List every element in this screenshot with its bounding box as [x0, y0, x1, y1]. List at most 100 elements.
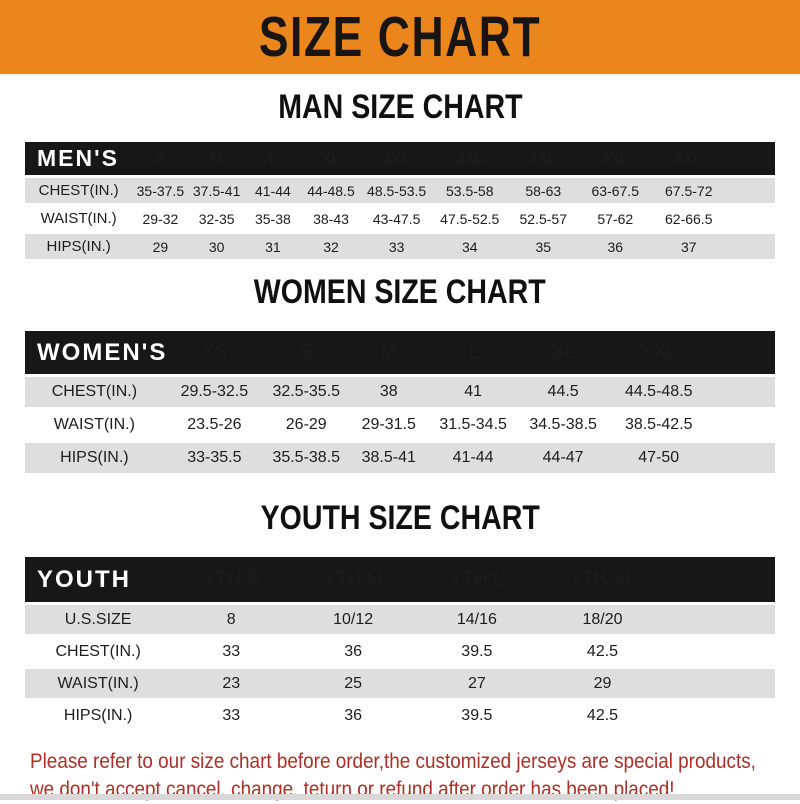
table-cell: 44.5-48.5	[624, 383, 693, 400]
row-label: U.S.SIZE	[64, 610, 132, 628]
table-cell: 27	[467, 674, 486, 692]
table-cell: 58-63	[525, 182, 562, 199]
table-cell: 38.5-42.5	[624, 416, 693, 433]
table-header-label: WOMEN'S	[37, 338, 168, 366]
row-label: HIPS(IN.)	[46, 238, 111, 255]
table-cell: 42.5	[586, 706, 619, 724]
column-header: S	[299, 341, 313, 363]
table-cell: 41-44	[452, 449, 494, 466]
table-cell: 47-50	[638, 449, 680, 466]
table-cell: 33-35.5	[187, 449, 242, 466]
table-cell: 36	[607, 238, 624, 255]
youth-section-title-text: YOUTH SIZE CHART	[260, 499, 540, 537]
table-cell: 23	[222, 674, 241, 692]
table-cell: 36	[344, 642, 363, 660]
table-cell: 39.5	[461, 706, 493, 724]
table-cell: 14/16	[456, 610, 497, 628]
table-header-label: YOUTH	[37, 565, 131, 593]
table-cell: 8	[226, 610, 236, 628]
table-cell: 35	[535, 238, 552, 255]
table-row: U.S.SIZE 8 10/12 14/16 18/20	[25, 602, 775, 634]
table-row: HIPS(IN.) 33-35.5 35.5-38.5 38.5-41 41-44 44-…	[25, 440, 775, 473]
table-cell: 33	[388, 238, 405, 255]
row-label: CHEST(IN.)	[51, 383, 138, 400]
table-cell: 29	[152, 238, 169, 255]
table-cell: 38.5-41	[361, 449, 416, 466]
table-row: WAIST(IN.) 23.5-26 26-29 29-31.5 31.5-34.5 34…	[25, 407, 775, 440]
table-row: WAIST(IN.) 29-32 32-35 35-38 38-43 43-47.5 47.…	[25, 203, 775, 231]
table-cell: 34	[461, 238, 478, 255]
table-cell: 44-48.5	[307, 182, 355, 199]
table-cell: 57-62	[597, 210, 634, 227]
row-label: HIPS(IN.)	[60, 449, 129, 466]
column-header: 6XL	[674, 150, 703, 167]
row-label: WAIST(IN.)	[53, 416, 135, 433]
table-cell: 29-31.5	[361, 416, 416, 433]
column-header: S	[155, 150, 166, 167]
mens-size-table: MEN'S S M L XL 2XL 3XL 4XL 5XL 6XL CHEST(IN.) 35-37…	[25, 142, 775, 259]
column-header: XS	[201, 341, 228, 363]
column-header: M	[380, 341, 397, 363]
order-policy-line-1: Please refer to our size chart before or…	[30, 750, 756, 773]
table-cell: 37	[680, 238, 697, 255]
table-cell: 31.5-34.5	[439, 416, 507, 433]
table-cell: 25	[344, 674, 363, 692]
size-chart-banner: SIZE CHART	[0, 0, 800, 76]
table-cell: 29	[593, 674, 612, 692]
table-header-row: MEN'S S M L XL 2XL 3XL 4XL 5XL 6XL	[25, 142, 775, 175]
youth-section-title: YOUTH SIZE CHART	[0, 499, 800, 541]
row-label: WAIST(IN.)	[57, 674, 139, 692]
table-cell: 43-47.5	[372, 210, 421, 227]
banner-title: SIZE CHART	[258, 5, 542, 69]
table-row: CHEST(IN.) 29.5-32.5 32.5-35.5 38 41 44.5 44.5…	[25, 374, 775, 407]
table-cell: 35-37.5	[136, 182, 185, 199]
column-header: YTH S	[203, 568, 260, 590]
womens-size-table: WOMEN'S XS S M L XL XXL CHEST(IN.) 29.5-32.5 32.5…	[25, 331, 775, 473]
table-cell: 67.5-72	[665, 182, 713, 199]
table-cell: 30	[208, 238, 225, 255]
table-cell: 32-35	[198, 210, 235, 227]
table-cell: 44-47	[542, 449, 584, 466]
table-cell: 42.5	[586, 642, 619, 660]
table-cell: 62-66.5	[665, 210, 713, 227]
column-header: 3XL	[455, 150, 484, 167]
table-row: HIPS(IN.) 29 30 31 32 33 34 35 36 37	[25, 231, 775, 259]
table-cell: 52.5-57	[519, 210, 567, 227]
column-header: YTH M	[323, 568, 383, 590]
table-cell: 36	[344, 706, 363, 724]
table-cell: 41	[464, 383, 483, 400]
table-row: CHEST(IN.) 35-37.5 37.5-41 41-44 44-48.5 48.5…	[25, 175, 775, 203]
column-header: 2XL	[382, 150, 411, 167]
column-header: L	[467, 341, 479, 363]
column-header: YTH L	[449, 568, 504, 590]
table-row: WAIST(IN.) 23 25 27 29	[25, 666, 775, 698]
row-label: CHEST(IN.)	[38, 182, 119, 199]
table-cell: 18/20	[582, 610, 623, 628]
table-cell: 29.5-32.5	[180, 383, 249, 400]
table-cell: 35.5-38.5	[272, 449, 341, 466]
table-cell: 39.5	[461, 642, 493, 660]
column-header: M	[210, 150, 223, 167]
table-cell: 38-43	[313, 210, 349, 227]
man-section-title: MAN SIZE CHART	[0, 88, 800, 130]
table-cell: 32.5-35.5	[272, 383, 341, 400]
bottom-divider	[0, 794, 800, 800]
women-section-title: WOMEN SIZE CHART	[0, 273, 800, 315]
table-cell: 38	[379, 383, 398, 400]
table-cell: 32	[323, 238, 339, 255]
table-cell: 34.5-38.5	[529, 416, 597, 433]
women-section-title-text: WOMEN SIZE CHART	[254, 273, 546, 311]
table-cell: 44.5	[547, 383, 579, 400]
table-cell: 26-29	[285, 416, 327, 433]
man-section-title-text: MAN SIZE CHART	[277, 88, 523, 126]
column-header: L	[268, 150, 278, 167]
table-cell: 41-44	[254, 182, 291, 199]
table-cell: 48.5-53.5	[367, 182, 427, 199]
table-cell: 31	[265, 238, 281, 255]
row-label: WAIST(IN.)	[40, 210, 117, 227]
table-cell: 47.5-52.5	[440, 210, 500, 227]
table-cell: 53.5-58	[446, 182, 494, 199]
table-header-row: YOUTH YTH S YTH M YTH L YTH XL	[25, 557, 775, 602]
column-header: XXL	[640, 341, 677, 363]
row-label: CHEST(IN.)	[55, 642, 141, 660]
